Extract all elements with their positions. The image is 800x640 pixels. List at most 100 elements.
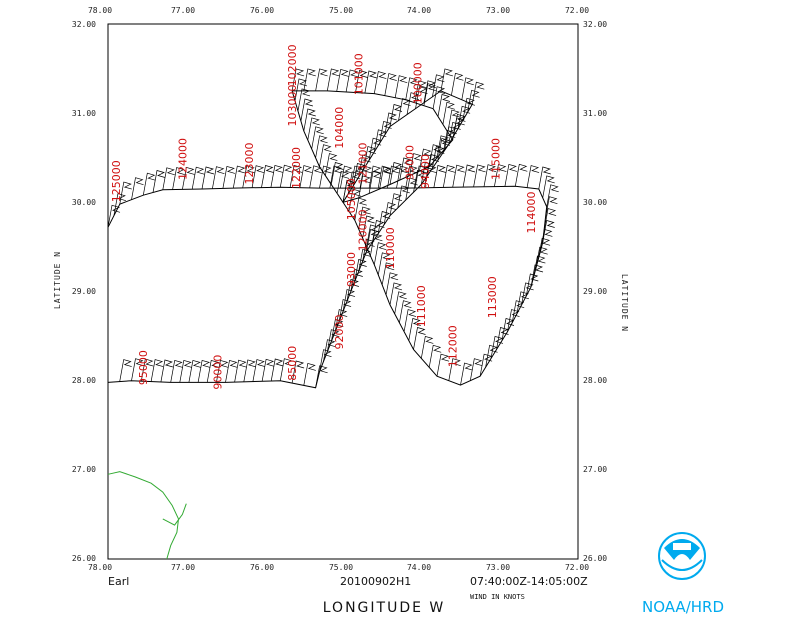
bottom-tick-lon: 77.00 xyxy=(171,563,195,572)
track-line xyxy=(107,90,548,389)
wind-barb xyxy=(437,137,450,161)
wind-barb xyxy=(179,359,192,383)
x-axis-title: LONGITUDE W xyxy=(323,600,446,616)
wind-barb xyxy=(140,358,154,382)
wind-barb xyxy=(201,166,215,190)
wind-barb xyxy=(270,164,283,188)
wind-barb xyxy=(152,170,166,193)
wind-barb xyxy=(119,181,132,205)
wind-barb xyxy=(433,165,446,188)
wind-barb xyxy=(319,144,332,167)
wind-barb xyxy=(291,360,305,384)
wind-barb xyxy=(160,359,173,383)
wind-barb xyxy=(150,359,164,382)
time-label: 90000 xyxy=(212,355,225,390)
wind-barb xyxy=(364,70,377,94)
wind-barb xyxy=(362,238,375,262)
wind-barb xyxy=(113,193,126,216)
time-label: 104000 xyxy=(333,107,346,149)
wind-barb xyxy=(251,165,265,188)
wind-barb xyxy=(342,289,356,312)
wind-barb xyxy=(261,358,275,382)
top-longitude-ticks: 78.00 77.00 76.00 75.00 74.00 73.00 72.0… xyxy=(88,6,589,15)
time-label: 123000 xyxy=(243,143,256,185)
left-tick-lat: 27.00 xyxy=(72,465,96,474)
wind-barb xyxy=(511,300,525,323)
wind-barb xyxy=(107,204,121,228)
wind-barb xyxy=(373,71,387,94)
wind-barb xyxy=(279,164,293,188)
wind-barb xyxy=(225,359,238,383)
wind-barb xyxy=(413,327,426,350)
wind-barb xyxy=(336,170,350,194)
wind-barb xyxy=(326,329,340,352)
time-label: 120000 xyxy=(357,209,370,251)
wind-barb xyxy=(182,166,195,190)
right-tick-lat: 26.00 xyxy=(583,554,607,563)
time-label: 122000 xyxy=(290,147,303,189)
wind-barb xyxy=(384,112,397,136)
wind-barb xyxy=(516,291,529,314)
wind-barb xyxy=(452,117,465,140)
top-tick-lon: 75.00 xyxy=(329,6,353,15)
wind-barb xyxy=(300,98,313,122)
wind-barb xyxy=(329,165,342,189)
wind-barb xyxy=(538,166,551,190)
wind-barb xyxy=(414,80,427,103)
bottom-tick-lon: 76.00 xyxy=(250,563,274,572)
wind-barb xyxy=(212,166,225,189)
wind-barb xyxy=(358,206,371,230)
bottom-tick-lon: 74.00 xyxy=(407,563,431,572)
top-tick-lon: 73.00 xyxy=(486,6,510,15)
storm-name: Earl xyxy=(108,575,129,588)
wind-barb xyxy=(405,77,418,100)
wind-barb xyxy=(442,164,456,188)
wind-barb xyxy=(368,170,382,194)
coastline-segment xyxy=(107,471,180,560)
time-label: 93000 xyxy=(345,252,358,287)
left-tick-lat: 32.00 xyxy=(72,20,96,29)
wind-barb xyxy=(420,162,434,185)
wind-barb xyxy=(340,165,353,189)
wind-barb xyxy=(448,358,461,381)
wind-barb xyxy=(396,165,409,189)
wind-barb xyxy=(485,344,498,368)
wind-barb xyxy=(403,309,417,332)
wind-barb xyxy=(368,165,382,189)
wind-barb xyxy=(172,167,185,190)
wind-barb xyxy=(542,175,555,198)
wind-barb xyxy=(490,335,504,359)
wind-barb xyxy=(448,121,461,145)
wind-barb xyxy=(252,359,265,382)
wind-barb xyxy=(542,220,555,243)
wind-barb xyxy=(525,273,539,297)
time-label: 112000 xyxy=(447,325,460,367)
wind-barb xyxy=(315,68,328,91)
wind-barb xyxy=(377,252,391,275)
wind-barb xyxy=(426,154,439,177)
wind-barb xyxy=(303,68,316,91)
right-tick-lat: 30.00 xyxy=(583,198,607,207)
wind-barb xyxy=(428,344,442,368)
right-tick-lat: 31.00 xyxy=(583,109,607,118)
time-label: 85000 xyxy=(286,346,299,381)
wind-barb xyxy=(462,164,476,188)
wind-barb xyxy=(323,339,336,362)
left-tick-lat: 28.00 xyxy=(72,376,96,385)
time-label: 95000 xyxy=(404,145,417,180)
time-label: 114000 xyxy=(525,192,538,234)
flight-track xyxy=(107,90,548,389)
wind-barb xyxy=(399,157,412,181)
wind-barb xyxy=(394,75,408,98)
time-label: 92000 xyxy=(333,315,346,350)
wind-barb xyxy=(405,165,418,189)
wind-barb xyxy=(309,165,322,188)
wind-barb xyxy=(521,282,534,305)
wind-barb xyxy=(315,365,328,388)
agency-label: NOAA/HRD xyxy=(642,598,724,616)
wind-barb xyxy=(451,72,464,96)
wind-barb xyxy=(242,165,255,188)
wind-barb xyxy=(270,358,284,382)
wind-barb xyxy=(234,359,247,383)
wind-barb xyxy=(362,215,375,239)
